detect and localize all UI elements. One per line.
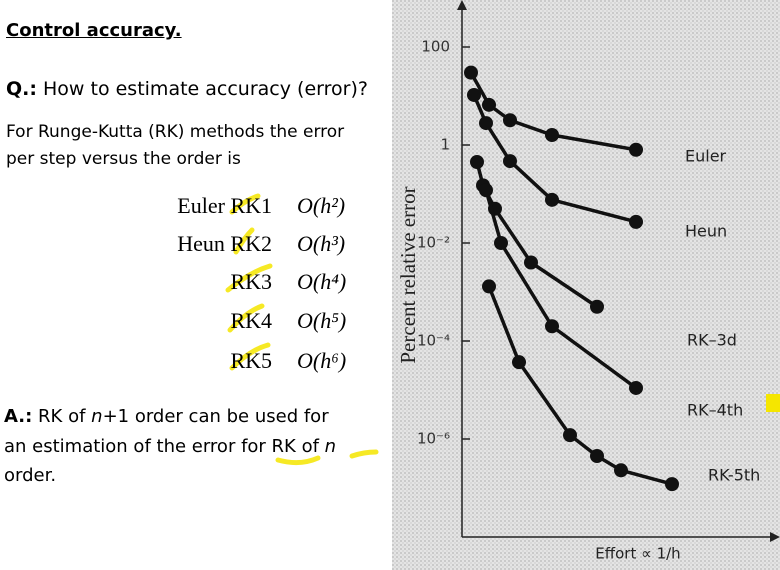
data-point — [590, 299, 604, 314]
highlight — [766, 394, 780, 412]
data-point — [494, 236, 508, 250]
highlight — [349, 449, 379, 459]
method-order: O(h⁵) — [297, 308, 347, 333]
y-tick-label: 10⁻⁴ — [417, 332, 450, 350]
answer-text: n — [324, 436, 337, 457]
data-point — [590, 448, 604, 463]
y-tick-label: 10⁻⁶ — [417, 430, 450, 448]
data-point — [467, 87, 481, 102]
highlight — [233, 227, 255, 255]
answer-text: RK of — [38, 406, 92, 427]
highlight — [275, 455, 321, 466]
data-point — [512, 355, 526, 370]
y-tick-label: 1 — [440, 136, 450, 154]
intro-line: For Runge-Kutta (RK) methods the error — [6, 122, 345, 142]
answer-label: A.: — [4, 406, 33, 427]
highlight — [225, 263, 273, 293]
answer-line: order. — [4, 465, 57, 486]
question-text: How to estimate accuracy (error)? — [43, 78, 368, 100]
highlight — [227, 303, 265, 333]
question: Q.: How to estimate accuracy (error)? — [6, 78, 368, 100]
highlight — [229, 193, 261, 215]
method-name: RK3 — [230, 269, 272, 294]
method-order: O(h⁶) — [297, 348, 347, 373]
data-point — [614, 463, 628, 478]
answer-text: an estimation of the error for RK of — [4, 436, 325, 457]
chart-background — [392, 0, 780, 570]
answer-line: an estimation of the error for RK of n — [4, 436, 336, 457]
data-point — [629, 142, 643, 157]
method-name: RK4 — [230, 308, 272, 333]
highlight — [229, 342, 271, 371]
method-order: O(h³) — [297, 231, 346, 256]
answer-line: A.: RK of n+1 order can be used for — [4, 406, 329, 427]
data-point — [629, 214, 643, 229]
method-order: O(h²) — [297, 193, 346, 218]
data-point — [503, 113, 517, 128]
series-label: Heun — [685, 222, 727, 241]
data-point — [470, 154, 484, 169]
method-name: Euler RK1 — [177, 193, 272, 218]
y-tick-label: 10⁻² — [417, 234, 450, 252]
data-point — [545, 319, 559, 334]
data-point — [545, 127, 559, 142]
method-order: O(h⁴) — [297, 269, 347, 294]
x-axis-label: Effort ∝ 1/h — [595, 545, 680, 563]
data-point — [503, 154, 517, 169]
question-label: Q.: — [6, 78, 37, 100]
data-point — [482, 279, 496, 294]
method-name: RK5 — [230, 348, 272, 373]
method-name: Heun RK2 — [177, 231, 272, 256]
series-label: RK–4th — [687, 401, 743, 420]
data-point — [665, 477, 679, 492]
y-axis-label: Percent relative error — [396, 186, 420, 363]
data-point — [479, 183, 493, 198]
series-label: Euler — [685, 147, 727, 166]
heading: Control accuracy. — [6, 20, 182, 41]
data-point — [545, 192, 559, 207]
answer-text: +1 order can be used for — [102, 406, 329, 427]
data-point — [524, 255, 538, 270]
y-tick-label: 100 — [421, 38, 450, 56]
series-line — [487, 285, 673, 486]
series-label: RK–3d — [687, 331, 737, 350]
intro-line: per step versus the order is — [6, 149, 241, 169]
answer-text: n — [91, 406, 103, 427]
series-line — [484, 189, 638, 390]
data-point — [479, 116, 493, 131]
data-point — [563, 428, 577, 443]
data-point — [629, 380, 643, 395]
data-point — [482, 97, 496, 112]
axis-arrow — [457, 0, 467, 10]
series-label: RK-5th — [708, 466, 760, 485]
data-point — [464, 65, 478, 80]
axis-arrow — [770, 532, 780, 542]
